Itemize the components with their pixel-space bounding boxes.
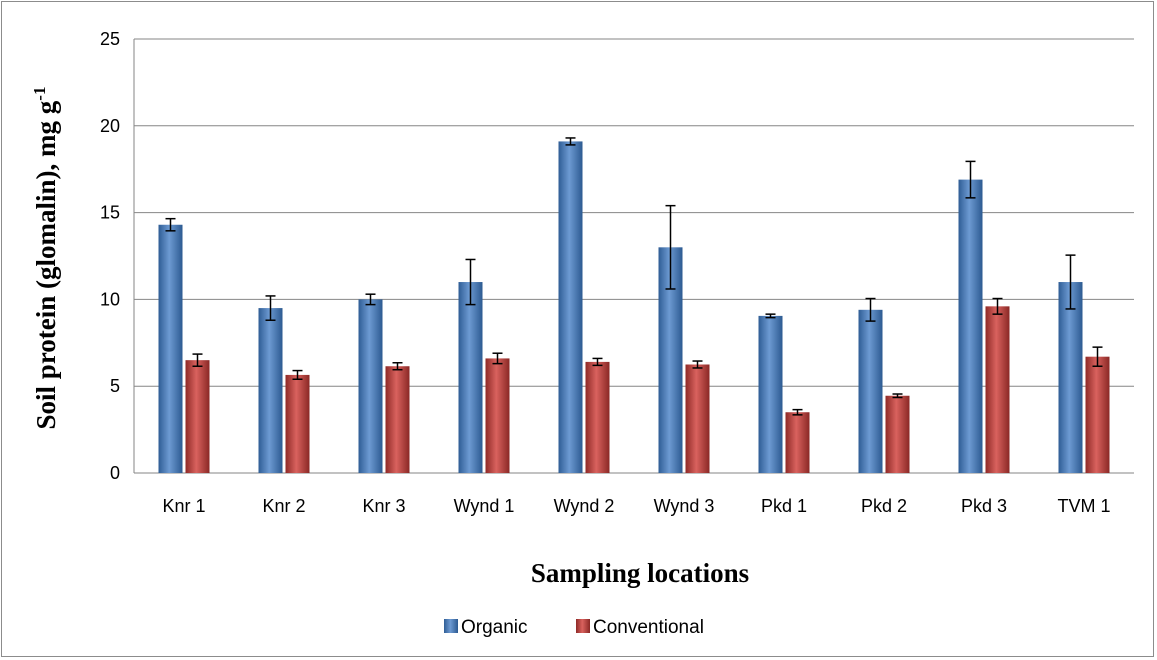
error-bar xyxy=(492,352,503,365)
bar-conventional-wynd-1 xyxy=(485,358,510,473)
bar-conventional-tvm-1 xyxy=(1085,356,1110,473)
bar-organic-knr-2 xyxy=(258,308,283,473)
legend: Organic Conventional xyxy=(444,617,704,638)
error-bar xyxy=(965,160,976,199)
bar-conventional-knr-3 xyxy=(385,366,410,473)
x-tick-label: Knr 2 xyxy=(262,496,305,516)
y-tick-label: 20 xyxy=(100,116,120,136)
x-tick-label: Pkd 3 xyxy=(961,496,1007,516)
y-axis-title-main: Soil protein (glomalin), mg g xyxy=(31,100,61,429)
legend-swatch-organic xyxy=(444,619,458,633)
x-tick-label: Knr 3 xyxy=(362,496,405,516)
bar-conventional-wynd-2 xyxy=(585,361,610,473)
x-tick-label: Knr 1 xyxy=(162,496,205,516)
legend-label-conventional: Conventional xyxy=(593,617,704,638)
error-bar xyxy=(1065,254,1076,310)
bar-organic-pkd-1 xyxy=(758,315,783,473)
error-bar xyxy=(692,360,703,369)
bar-conventional-pkd-2 xyxy=(885,395,910,473)
legend-label-organic: Organic xyxy=(461,617,528,638)
error-bar xyxy=(892,393,903,399)
error-bars-group xyxy=(165,137,1103,416)
x-tick-labels: Knr 1 Knr 2 Knr 3 Wynd 1 Wynd 2 Wynd 3 Pkd 1 Pk… xyxy=(162,496,1110,516)
y-axis-title: Soil protein (glomalin), mg g-1 xyxy=(30,87,61,430)
bar-organic-knr-1 xyxy=(158,224,183,473)
bar-conventional-knr-2 xyxy=(285,374,310,473)
x-tick-label: Pkd 1 xyxy=(761,496,807,516)
error-bar xyxy=(265,295,276,321)
error-bar xyxy=(292,369,303,381)
x-tick-label: Wynd 1 xyxy=(454,496,515,516)
x-tick-label: TVM 1 xyxy=(1057,496,1110,516)
x-tick-label: Wynd 3 xyxy=(654,496,715,516)
bar-conventional-wynd-3 xyxy=(685,364,710,473)
bars-group xyxy=(158,141,1110,473)
error-bar xyxy=(365,293,376,306)
error-bar xyxy=(165,217,176,232)
bar-conventional-pkd-3 xyxy=(985,306,1010,473)
bar-organic-knr-3 xyxy=(358,299,383,473)
error-bar xyxy=(192,353,203,367)
y-tick-label: 10 xyxy=(100,289,120,309)
error-bar xyxy=(1092,346,1103,367)
y-tick-label: 15 xyxy=(100,203,120,223)
error-bar xyxy=(592,357,603,367)
bar-organic-wynd-2 xyxy=(558,141,583,473)
legend-swatch-conventional xyxy=(576,619,590,633)
bar-organic-pkd-2 xyxy=(858,309,883,473)
x-axis-title: Sampling locations xyxy=(531,558,749,588)
gridlines xyxy=(133,38,1134,474)
bar-conventional-pkd-1 xyxy=(785,412,810,473)
y-tick-label: 0 xyxy=(110,463,120,483)
bar-organic-wynd-1 xyxy=(458,282,483,473)
y-axis-title-superscript: -1 xyxy=(30,87,49,101)
x-tick-label: Wynd 2 xyxy=(554,496,615,516)
bar-conventional-knr-1 xyxy=(185,360,210,473)
error-bar xyxy=(992,297,1003,315)
bar-organic-pkd-3 xyxy=(958,179,983,473)
error-bar xyxy=(792,408,803,416)
y-tick-label: 5 xyxy=(110,376,120,396)
error-bar xyxy=(565,137,576,146)
error-bar xyxy=(665,204,676,290)
error-bar xyxy=(765,313,776,319)
error-bar xyxy=(392,362,403,371)
bar-organic-tvm-1 xyxy=(1058,282,1083,473)
error-bar xyxy=(865,297,876,322)
error-bar xyxy=(465,258,476,306)
y-tick-labels: 0 5 10 15 20 25 xyxy=(100,29,120,483)
y-tick-label: 25 xyxy=(100,29,120,49)
x-tick-label: Pkd 2 xyxy=(861,496,907,516)
